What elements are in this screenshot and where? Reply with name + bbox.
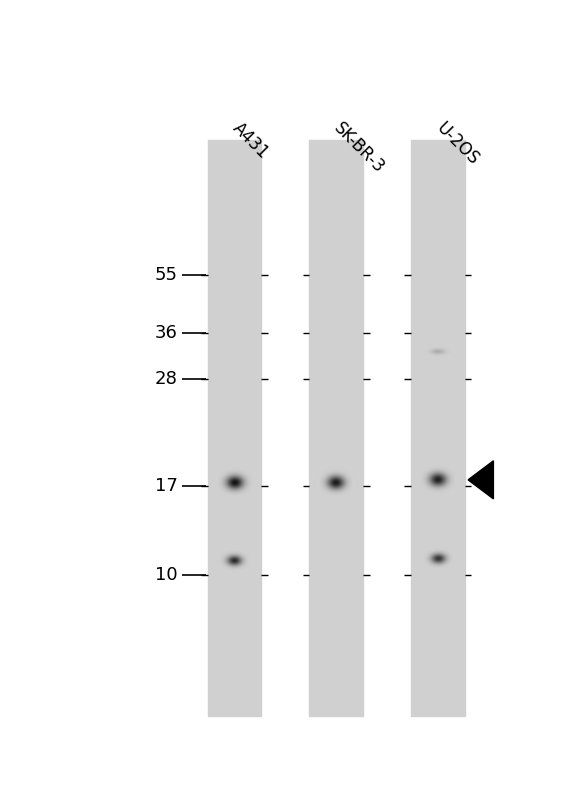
Bar (411, 140, 464, 716)
Bar (208, 140, 261, 716)
Text: 55: 55 (155, 266, 178, 284)
Text: U-2OS: U-2OS (432, 119, 482, 169)
Text: 17: 17 (155, 477, 178, 494)
Polygon shape (468, 461, 493, 499)
Text: A431: A431 (229, 119, 272, 162)
Text: 10: 10 (155, 566, 178, 584)
Bar (310, 140, 363, 716)
Text: SK-BR-3: SK-BR-3 (331, 119, 388, 177)
Text: 28: 28 (155, 370, 178, 388)
Text: 36: 36 (155, 324, 178, 342)
